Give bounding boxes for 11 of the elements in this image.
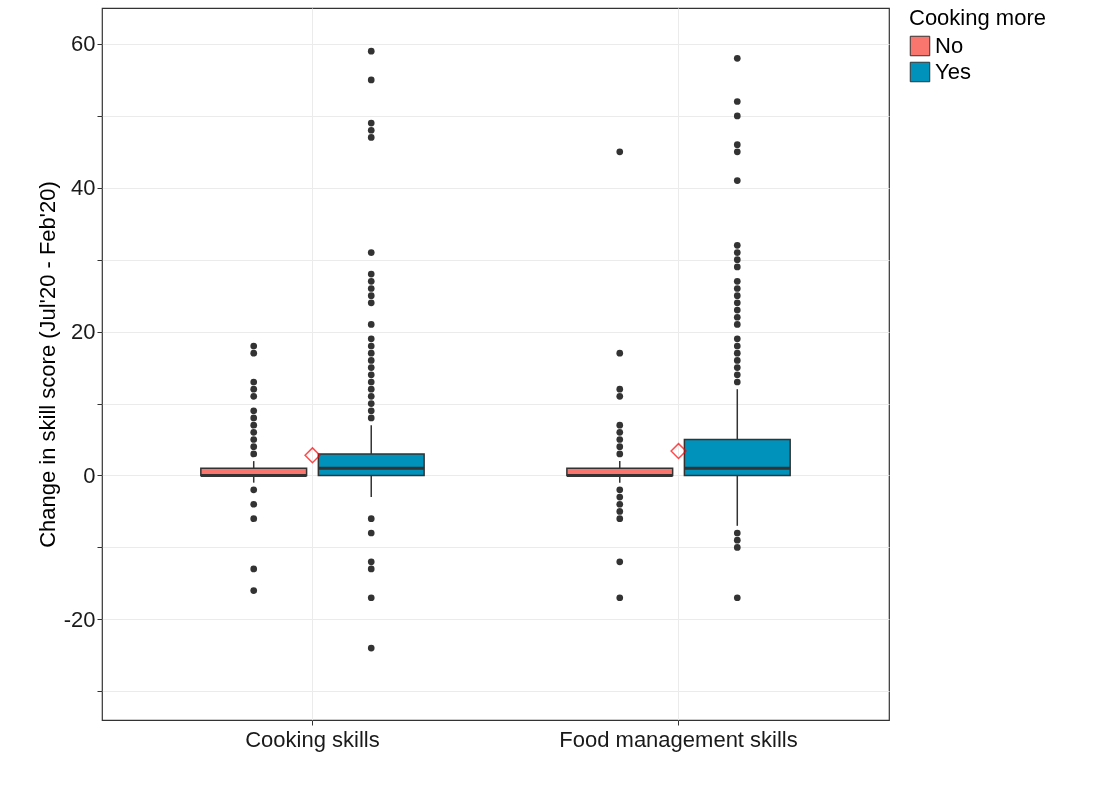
legend-label: No — [935, 33, 964, 58]
y-tick-label: 60 — [71, 31, 96, 57]
x-tick-label: Food management skills — [559, 726, 798, 752]
x-tick-label: Cooking skills — [245, 726, 380, 752]
legend-title: Cooking more — [909, 5, 1046, 30]
y-tick-label: -20 — [63, 606, 96, 632]
y-axis-title: Change in skill score (Jul'20 - Feb'20) — [34, 181, 60, 548]
y-tick-label: 0 — [83, 462, 96, 488]
y-tick-label: 20 — [71, 319, 96, 345]
y-tick-label: 40 — [71, 175, 96, 201]
legend-label: Yes — [935, 59, 971, 84]
